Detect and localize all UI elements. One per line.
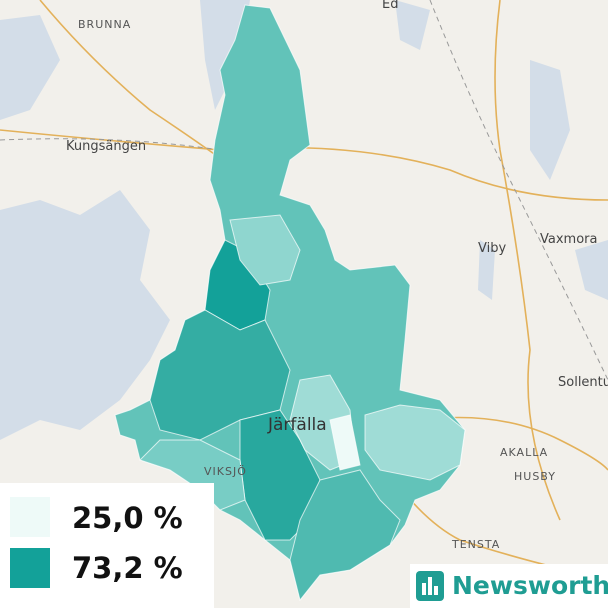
legend-label: 73,2 % bbox=[72, 551, 183, 585]
place-label: Vaxmora bbox=[540, 232, 597, 247]
brand-name: Newsworthy bbox=[452, 571, 608, 600]
place-label: HUSBY bbox=[514, 470, 556, 483]
place-label: Järfälla bbox=[267, 415, 327, 435]
water bbox=[0, 0, 608, 440]
place-label: TENSTA bbox=[451, 538, 500, 551]
legend-label: 25,0 % bbox=[72, 501, 183, 535]
brand-logo: Newsworthy bbox=[410, 564, 608, 608]
legend-swatch bbox=[10, 548, 50, 588]
place-label: Sollentuna bbox=[558, 375, 608, 390]
legend-swatch bbox=[10, 497, 50, 537]
logo-icon-bar bbox=[434, 586, 438, 595]
municipality bbox=[114, 4, 466, 602]
roads bbox=[0, 0, 608, 581]
place-label: AKALLA bbox=[500, 446, 548, 459]
place-label: Ed bbox=[382, 0, 398, 12]
legend: 25,0 % 73,2 % bbox=[0, 483, 214, 608]
place-label: Viby bbox=[478, 241, 506, 256]
logo-icon-bar bbox=[428, 577, 432, 595]
place-label: Kungsängen bbox=[66, 139, 146, 154]
logo-icon-bar bbox=[422, 583, 426, 595]
place-label: VIKSJÖ bbox=[204, 465, 247, 478]
place-label: BRUNNA bbox=[78, 18, 131, 31]
